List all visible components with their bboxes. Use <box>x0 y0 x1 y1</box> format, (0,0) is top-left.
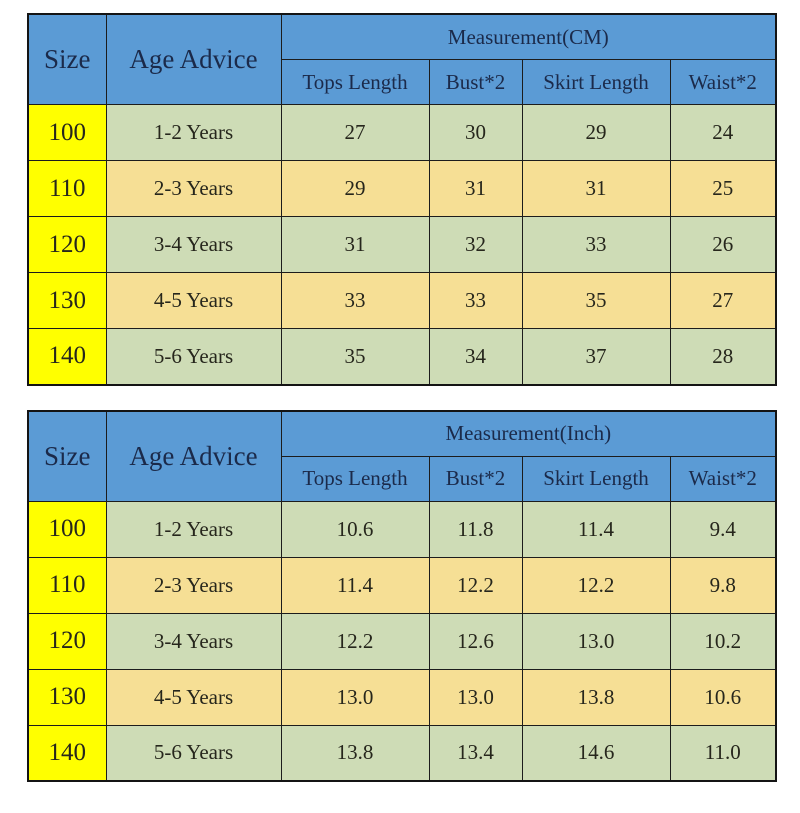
age-cell: 5-6 Years <box>105 328 282 385</box>
value-cell: 32 <box>428 216 523 273</box>
value-cell: 35 <box>521 272 671 329</box>
size-column-header: Size <box>27 410 107 502</box>
age-cell: 2-3 Years <box>105 160 282 217</box>
age-cell: 4-5 Years <box>105 272 282 329</box>
value-cell: 29 <box>280 160 430 217</box>
value-cell: 10.6 <box>669 668 777 726</box>
value-cell: 10.6 <box>280 500 430 558</box>
value-cell: 12.6 <box>428 612 523 670</box>
value-cell: 33 <box>428 272 523 329</box>
value-cell: 27 <box>280 104 430 161</box>
value-cell: 27 <box>669 272 777 329</box>
bust-column-header: Bust*2 <box>428 59 523 105</box>
size-cell: 110 <box>27 556 107 614</box>
header-row: Size Age Advice Measurement(CM) <box>27 13 777 105</box>
waist-column-header: Waist*2 <box>669 455 777 502</box>
age-cell: 3-4 Years <box>105 216 282 273</box>
value-cell: 31 <box>521 160 671 217</box>
age-cell: 4-5 Years <box>105 668 282 726</box>
age-cell: 2-3 Years <box>105 556 282 614</box>
value-cell: 29 <box>521 104 671 161</box>
table-row: 120 3-4 Years 12.2 12.6 13.0 10.2 <box>27 612 777 670</box>
size-cell: 120 <box>27 612 107 670</box>
value-cell: 12.2 <box>521 556 671 614</box>
value-cell: 33 <box>280 272 430 329</box>
value-cell: 24 <box>669 104 777 161</box>
value-cell: 12.2 <box>280 612 430 670</box>
size-cell: 140 <box>27 328 107 385</box>
bust-column-header: Bust*2 <box>428 455 523 502</box>
age-cell: 1-2 Years <box>105 104 282 161</box>
age-advice-column-header: Age Advice <box>105 13 282 105</box>
skirt-length-column-header: Skirt Length <box>521 59 671 105</box>
value-cell: 12.2 <box>428 556 523 614</box>
value-cell: 28 <box>669 328 777 385</box>
value-cell: 13.0 <box>280 668 430 726</box>
value-cell: 33 <box>521 216 671 273</box>
age-cell: 5-6 Years <box>105 724 282 782</box>
value-cell: 13.8 <box>521 668 671 726</box>
size-cell: 110 <box>27 160 107 217</box>
table-row: 140 5-6 Years 35 34 37 28 <box>27 328 777 385</box>
size-cell: 100 <box>27 500 107 558</box>
table-row: 120 3-4 Years 31 32 33 26 <box>27 216 777 273</box>
table-row: 130 4-5 Years 13.0 13.0 13.8 10.6 <box>27 668 777 726</box>
value-cell: 25 <box>669 160 777 217</box>
value-cell: 37 <box>521 328 671 385</box>
value-cell: 14.6 <box>521 724 671 782</box>
age-cell: 3-4 Years <box>105 612 282 670</box>
value-cell: 13.8 <box>280 724 430 782</box>
skirt-length-column-header: Skirt Length <box>521 455 671 502</box>
value-cell: 9.4 <box>669 500 777 558</box>
size-table-cm: Size Age Advice Measurement(CM) Tops Len… <box>27 13 778 386</box>
value-cell: 30 <box>428 104 523 161</box>
value-cell: 31 <box>428 160 523 217</box>
table-row: 140 5-6 Years 13.8 13.4 14.6 11.0 <box>27 724 777 782</box>
value-cell: 26 <box>669 216 777 273</box>
value-cell: 13.0 <box>428 668 523 726</box>
size-cell: 140 <box>27 724 107 782</box>
subheader-row: Tops Length Bust*2 Skirt Length Waist*2 <box>28 455 777 502</box>
age-advice-column-header: Age Advice <box>105 410 282 502</box>
table-row: 110 2-3 Years 29 31 31 25 <box>27 160 777 217</box>
value-cell: 9.8 <box>669 556 777 614</box>
value-cell: 11.4 <box>280 556 430 614</box>
value-cell: 13.4 <box>428 724 523 782</box>
size-cell: 120 <box>27 216 107 273</box>
tops-length-column-header: Tops Length <box>280 59 430 105</box>
size-cell: 100 <box>27 104 107 161</box>
tops-length-column-header: Tops Length <box>280 455 430 502</box>
table-row: 110 2-3 Years 11.4 12.2 12.2 9.8 <box>27 556 777 614</box>
value-cell: 11.8 <box>428 500 523 558</box>
size-cell: 130 <box>27 272 107 329</box>
value-cell: 11.0 <box>669 724 777 782</box>
value-cell: 34 <box>428 328 523 385</box>
measurement-cm-header: Measurement(CM) <box>280 13 777 60</box>
table-row: 100 1-2 Years 10.6 11.8 11.4 9.4 <box>27 500 777 558</box>
table-row: 130 4-5 Years 33 33 35 27 <box>27 272 777 329</box>
size-column-header: Size <box>27 13 107 105</box>
value-cell: 35 <box>280 328 430 385</box>
size-table-inch: Size Age Advice Measurement(Inch) Tops L… <box>27 409 778 782</box>
age-cell: 1-2 Years <box>105 500 282 558</box>
size-cell: 130 <box>27 668 107 726</box>
value-cell: 11.4 <box>521 500 671 558</box>
subheader-row: Tops Length Bust*2 Skirt Length Waist*2 <box>28 59 777 105</box>
table-row: 100 1-2 Years 27 30 29 24 <box>27 104 777 161</box>
value-cell: 31 <box>280 216 430 273</box>
header-row: Size Age Advice Measurement(Inch) <box>27 410 777 502</box>
value-cell: 13.0 <box>521 612 671 670</box>
waist-column-header: Waist*2 <box>669 59 777 105</box>
value-cell: 10.2 <box>669 612 777 670</box>
measurement-inch-header: Measurement(Inch) <box>280 410 777 457</box>
